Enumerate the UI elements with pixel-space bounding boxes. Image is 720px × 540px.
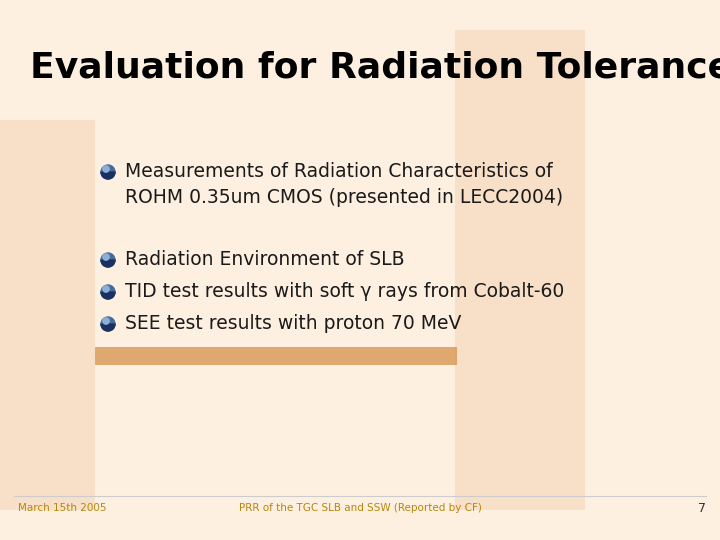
Circle shape (103, 166, 109, 172)
Text: TID test results with soft γ rays from Cobalt-60: TID test results with soft γ rays from C… (125, 282, 564, 301)
Circle shape (103, 318, 109, 324)
Circle shape (103, 254, 109, 260)
Circle shape (101, 285, 115, 299)
FancyBboxPatch shape (0, 120, 95, 510)
Wedge shape (101, 172, 115, 179)
Text: March 15th 2005: March 15th 2005 (18, 503, 107, 513)
Text: Evaluation for Radiation Tolerance: Evaluation for Radiation Tolerance (30, 50, 720, 84)
Wedge shape (101, 324, 115, 331)
FancyBboxPatch shape (455, 30, 585, 510)
Text: PRR of the TGC SLB and SSW (Reported by CF): PRR of the TGC SLB and SSW (Reported by … (238, 503, 482, 513)
Wedge shape (101, 260, 115, 267)
Wedge shape (101, 292, 115, 299)
Text: Radiation Environment of SLB: Radiation Environment of SLB (125, 250, 405, 269)
Circle shape (103, 286, 109, 292)
Circle shape (101, 317, 115, 331)
Text: 7: 7 (698, 502, 706, 515)
Circle shape (101, 165, 115, 179)
FancyBboxPatch shape (95, 347, 457, 365)
Circle shape (101, 253, 115, 267)
Text: Measurements of Radiation Characteristics of
ROHM 0.35um CMOS (presented in LECC: Measurements of Radiation Characteristic… (125, 162, 563, 207)
Text: SEE test results with proton 70 MeV: SEE test results with proton 70 MeV (125, 314, 462, 333)
